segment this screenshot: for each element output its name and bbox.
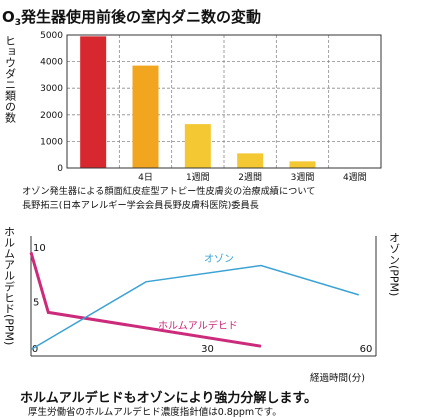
line-chart-right-ylabel: オゾン(PPM): [388, 232, 401, 297]
line-chart: 5 10 0 30 60: [29, 236, 377, 357]
formaldehyde-series-label: ホルムアルデヒド: [158, 319, 238, 332]
line-chart-yticks: 5 10: [33, 243, 46, 309]
bar-chart-xticks: 4日 1週間 2週間 3週間 4週間: [138, 172, 367, 183]
bar-chart: 0 1000 2000 3000 4000 5000 4日 1週間 2週間 3週間 4週間: [40, 31, 382, 183]
line-xtick-label: 30: [201, 344, 214, 355]
line-ytick-label: 10: [33, 243, 46, 254]
ozone-series-label: オゾン: [204, 253, 234, 265]
bar-xtick-label: 1週間: [186, 172, 210, 183]
formaldehyde-line: [29, 251, 262, 348]
bar-ytick-label: 1000: [40, 137, 63, 147]
ozone-line: [30, 264, 360, 351]
guideline-note: 厚生労働省のホルムアルデヒド濃度指針値は0.8ppmです。: [28, 406, 282, 418]
bar-chart-grid: [67, 35, 381, 168]
bar-xtick-label: 4日: [138, 172, 153, 183]
bar-ytick-label: 2000: [40, 111, 63, 121]
caption-line-1: オゾン発生器による顔面紅皮症型アトピー性皮膚炎の治療成績について: [22, 185, 315, 197]
bar-chart-bars: [80, 36, 316, 168]
bar: [184, 124, 211, 168]
line-xtick-label: 60: [360, 344, 373, 355]
bar-chart-ylabel: ヒョウダニ類の数: [4, 35, 17, 124]
bar: [237, 153, 264, 168]
bar: [289, 161, 316, 168]
bar-chart-frame: [66, 34, 382, 169]
line-chart-xticks: 0 30 60: [32, 344, 373, 355]
bar-chart-title: O3発生器使用前後の室内ダニ数の変動: [2, 8, 261, 28]
headline: ホルムアルデヒドもオゾンにより強力分解します。: [20, 390, 317, 406]
bar-chart-yticks: 0 1000 2000 3000 4000 5000: [40, 31, 63, 174]
line-chart-xlabel: 経過時間(分): [310, 372, 365, 384]
bar-ytick-label: 5000: [40, 31, 63, 41]
line-chart-series: [29, 251, 360, 351]
title-o: O: [2, 8, 15, 26]
line-chart-left-ylabel: ホルムアルデヒド(PPM): [3, 226, 16, 346]
line-ytick-label: 5: [33, 297, 39, 308]
caption-line-2: 長野拓三(日本アレルギー学会会員長野皮膚科医院)委員長: [22, 199, 259, 211]
bar: [132, 65, 159, 168]
bar: [80, 36, 107, 168]
title-subscript: 3: [15, 18, 21, 28]
line-xtick-label: 0: [32, 344, 38, 355]
bar-xtick-label: 4週間: [343, 172, 367, 183]
bar-ytick-label: 0: [57, 164, 63, 174]
bar-ytick-label: 3000: [40, 84, 63, 94]
title-rest: 発生器使用前後の室内ダニ数の変動: [20, 8, 261, 26]
bar-ytick-label: 4000: [40, 58, 63, 68]
bar-xtick-label: 3週間: [291, 172, 315, 183]
bar-xtick-label: 2週間: [238, 172, 262, 183]
